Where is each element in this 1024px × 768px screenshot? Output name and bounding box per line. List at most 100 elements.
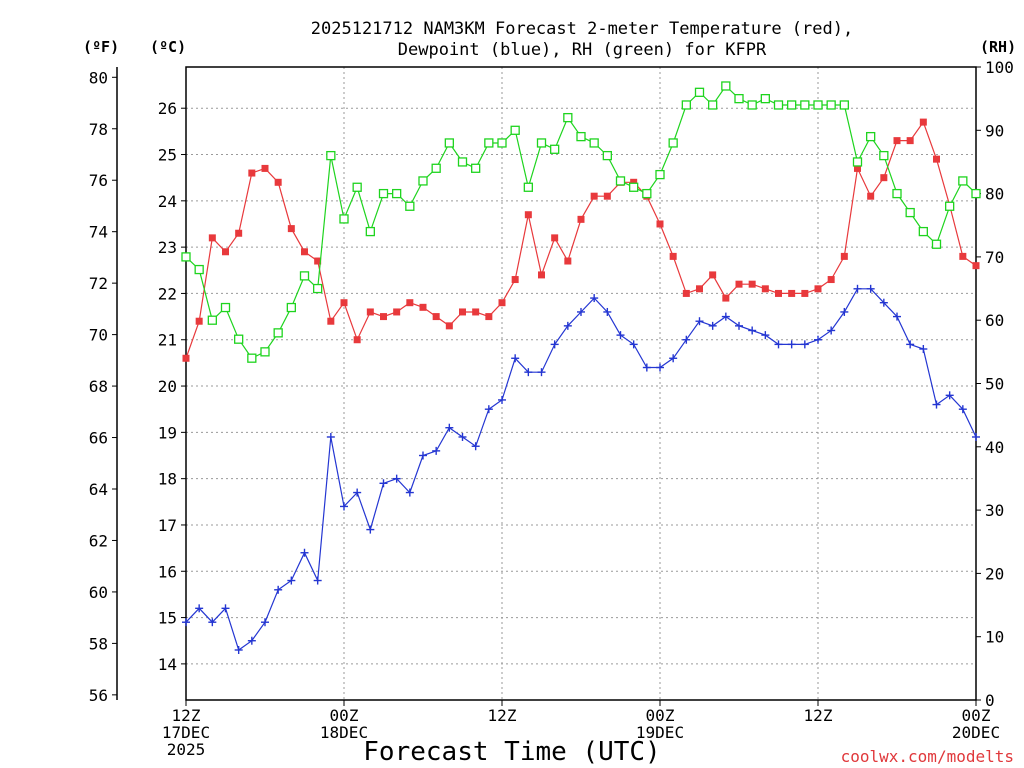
- dewpoint-point: [800, 340, 809, 349]
- temperature-point: [419, 303, 427, 311]
- rh-point: [392, 188, 402, 199]
- dewpoint-point: [221, 604, 230, 613]
- dewpoint-point: [866, 284, 875, 293]
- celsius-tick-label: 15: [158, 609, 177, 628]
- dewpoint-point: [326, 432, 335, 441]
- rh-point: [576, 131, 586, 142]
- rh-point: [642, 188, 652, 199]
- dewpoint-line: [185, 288, 977, 651]
- dewpoint-point: [893, 312, 901, 321]
- temperature-point: [972, 262, 980, 270]
- rh-point: [800, 100, 810, 110]
- temperature-point: [287, 225, 295, 233]
- temperature-point: [735, 280, 743, 288]
- rh-point: [681, 100, 691, 110]
- rh-point: [971, 188, 981, 199]
- rh-point: [602, 150, 612, 161]
- temperature-point: [722, 294, 730, 302]
- chart-title: 2025121712 NAM3KM Forecast 2-meter Tempe…: [311, 19, 853, 60]
- rh-point: [220, 302, 231, 313]
- dewpoint-point: [353, 488, 362, 497]
- rh-point: [194, 264, 204, 275]
- rh-point: [273, 328, 283, 338]
- rh-point: [866, 131, 876, 142]
- celsius-tick-label: 18: [158, 470, 177, 489]
- rh-point: [826, 100, 836, 110]
- rh-point: [931, 239, 942, 249]
- temperature-point: [933, 155, 940, 163]
- source-credit: coolwx.com/modelts: [841, 747, 1014, 766]
- temperature-point: [682, 289, 690, 297]
- temperature-point: [380, 313, 387, 321]
- dewpoint-point: [695, 317, 704, 326]
- temperature-point: [603, 192, 611, 200]
- temperature-point: [577, 215, 585, 223]
- dewpoint-point: [458, 432, 467, 441]
- temperature-point: [630, 178, 638, 186]
- dewpoint-point: [524, 368, 533, 377]
- rh-tick-label: 100: [985, 58, 1014, 77]
- rh-point: [694, 87, 705, 97]
- fahrenheit-tick-label: 78: [89, 120, 108, 139]
- temperature-point: [788, 289, 796, 297]
- rh-point: [444, 138, 454, 148]
- temperature-point: [248, 169, 256, 177]
- rh-point: [365, 226, 375, 237]
- rh-point: [708, 100, 718, 110]
- celsius-tick-label: 16: [158, 562, 177, 581]
- rh-tick-label: 10: [985, 628, 1004, 647]
- dewpoint-point: [721, 312, 730, 321]
- rh-point: [247, 353, 257, 363]
- fahrenheit-tick-label: 56: [89, 686, 108, 705]
- rh-point: [497, 138, 507, 148]
- temperature-point: [274, 178, 282, 186]
- rh-point: [431, 163, 441, 173]
- temperature-point: [538, 271, 545, 279]
- temperature-point: [709, 271, 717, 279]
- temperature-point: [301, 248, 308, 256]
- rh-point: [550, 144, 560, 154]
- rh-point: [655, 169, 665, 180]
- dewpoint-point: [708, 321, 717, 330]
- temperature-point: [314, 257, 322, 265]
- dewpoint-point: [247, 636, 256, 645]
- rh-tick-label: 60: [985, 311, 1004, 330]
- celsius-tick-label: 19: [158, 423, 177, 442]
- temperature-point: [353, 336, 361, 344]
- dewpoint-point: [774, 340, 783, 349]
- fahrenheit-unit-label: (ºF): [83, 38, 119, 56]
- rh-point: [905, 207, 915, 218]
- temperature-point: [827, 276, 835, 284]
- dewpoint-point: [682, 335, 691, 344]
- time-tick-label: 12Z: [804, 706, 833, 725]
- dewpoint-point: [300, 548, 309, 557]
- fahrenheit-tick-label: 68: [89, 377, 108, 396]
- rh-point: [313, 283, 323, 294]
- temperature-point: [696, 285, 703, 293]
- celsius-tick-label: 23: [158, 238, 177, 257]
- dewpoint-point: [761, 331, 770, 340]
- celsius-tick-label: 20: [158, 377, 177, 396]
- temperature-point: [432, 313, 440, 321]
- dewpoint-point: [590, 294, 599, 303]
- temperature-point: [893, 137, 901, 145]
- dewpoint-point: [932, 400, 941, 409]
- dewpoint-point: [392, 474, 401, 483]
- fahrenheit-tick-label: 70: [89, 326, 108, 345]
- temperature-point: [366, 308, 374, 316]
- fahrenheit-tick-label: 66: [89, 429, 108, 448]
- rh-point: [563, 112, 573, 123]
- temperature-point: [880, 174, 888, 182]
- time-tick-label: 18DEC: [320, 723, 368, 742]
- rh-point: [839, 100, 849, 110]
- time-tick-label: 19DEC: [636, 723, 684, 742]
- rh-point: [181, 252, 191, 262]
- dewpoint-point: [840, 307, 849, 316]
- time-tick-label: 20DEC: [952, 723, 1000, 742]
- temperature-point: [445, 322, 453, 330]
- temperature-point: [748, 280, 756, 288]
- rh-point: [536, 138, 547, 148]
- temperature-point: [551, 234, 559, 242]
- dewpoint-point: [274, 585, 283, 594]
- rh-point: [299, 271, 310, 281]
